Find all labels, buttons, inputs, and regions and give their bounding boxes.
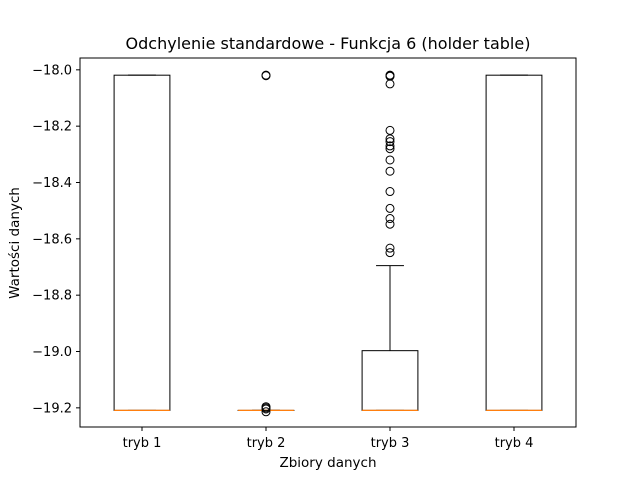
y-tick-label: −18.6 bbox=[32, 232, 72, 247]
x-tick-label: tryb 1 bbox=[123, 436, 162, 451]
plot-area: −18.0 −18.2 −18.4 −18.6 −18.8 −19.0 −19.2 tryb … bbox=[32, 63, 543, 451]
outlier-point bbox=[385, 203, 395, 213]
outlier-point bbox=[385, 137, 395, 147]
x-axis-label: Zbiory danych bbox=[279, 455, 376, 471]
outlier-point bbox=[385, 141, 395, 151]
y-tick-label: −18.0 bbox=[32, 63, 72, 78]
axes-frame bbox=[79, 57, 577, 428]
y-tick-label: −19.0 bbox=[32, 345, 72, 360]
outlier-point bbox=[385, 134, 395, 144]
x-tick-label: tryb 4 bbox=[495, 436, 534, 451]
outlier-point bbox=[385, 219, 395, 229]
outlier-point bbox=[385, 79, 395, 89]
outlier-point bbox=[385, 248, 395, 258]
outlier-point bbox=[385, 166, 395, 176]
outlier-point bbox=[385, 214, 395, 224]
outlier-point bbox=[261, 404, 271, 414]
y-axis-label: Wartości danych bbox=[7, 187, 23, 299]
y-tick-label: −18.4 bbox=[32, 176, 72, 191]
y-tick-label: −19.2 bbox=[32, 401, 72, 416]
outlier-point bbox=[385, 243, 395, 253]
x-tick-label: tryb 2 bbox=[247, 436, 286, 451]
outlier-point bbox=[385, 155, 395, 165]
y-tick-label: −18.8 bbox=[32, 289, 72, 304]
y-tick-label: −18.2 bbox=[32, 120, 72, 135]
outlier-point bbox=[385, 187, 395, 197]
outlier-point bbox=[261, 407, 271, 417]
x-tick-label: tryb 3 bbox=[371, 436, 410, 451]
outlier-point bbox=[261, 71, 271, 81]
outlier-point bbox=[385, 144, 395, 154]
chart-title: Odchylenie standardowe - Funkcja 6 (hold… bbox=[126, 34, 531, 53]
